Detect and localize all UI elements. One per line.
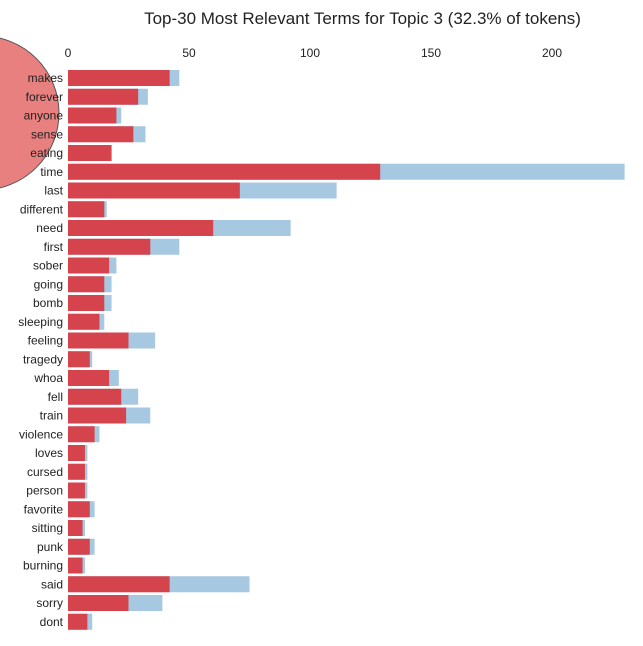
bar-topic-first[interactable] bbox=[68, 238, 151, 255]
term-label-bomb[interactable]: bomb bbox=[33, 296, 63, 310]
term-label-violence[interactable]: violence bbox=[19, 427, 63, 441]
term-label-favorite[interactable]: favorite bbox=[24, 502, 64, 516]
bar-topic-violence[interactable] bbox=[68, 426, 95, 443]
term-label-whoa[interactable]: whoa bbox=[33, 371, 63, 385]
term-label-last[interactable]: last bbox=[44, 184, 63, 198]
bar-topic-whoa[interactable] bbox=[68, 370, 110, 386]
bar-topic-bomb[interactable] bbox=[68, 295, 105, 311]
term-label-sleeping[interactable]: sleeping bbox=[18, 315, 63, 329]
term-label-need[interactable]: need bbox=[36, 221, 63, 235]
term-label-tragedy[interactable]: tragedy bbox=[23, 352, 63, 366]
term-label-sitting[interactable]: sitting bbox=[32, 521, 63, 535]
bar-topic-dont[interactable] bbox=[68, 613, 88, 630]
bar-topic-loves[interactable] bbox=[68, 445, 85, 461]
term-label-anyone[interactable]: anyone bbox=[24, 109, 64, 123]
term-label-first[interactable]: first bbox=[44, 240, 64, 254]
term-label-fell[interactable]: fell bbox=[48, 390, 63, 404]
x-tick-label: 100 bbox=[300, 46, 320, 60]
term-label-time[interactable]: time bbox=[40, 165, 63, 179]
bar-topic-burning[interactable] bbox=[68, 557, 83, 574]
x-tick-label: 0 bbox=[65, 46, 72, 60]
term-label-train[interactable]: train bbox=[40, 409, 63, 423]
bar-topic-going[interactable] bbox=[68, 276, 105, 293]
bar-topic-sorry[interactable] bbox=[68, 595, 129, 611]
x-tick-label: 50 bbox=[182, 46, 196, 60]
term-label-eating[interactable]: eating bbox=[30, 146, 63, 160]
bar-topic-feeling[interactable] bbox=[68, 332, 129, 349]
term-label-going[interactable]: going bbox=[34, 277, 63, 291]
bar-topic-sleeping[interactable] bbox=[68, 313, 100, 330]
x-tick-label: 200 bbox=[542, 46, 562, 60]
bar-topic-fell[interactable] bbox=[68, 388, 122, 405]
bar-topic-forever[interactable] bbox=[68, 88, 139, 105]
term-label-said[interactable]: said bbox=[41, 577, 63, 591]
bar-topic-eating[interactable] bbox=[68, 145, 112, 161]
bar-topic-makes[interactable] bbox=[68, 70, 170, 86]
chart-title: Top-30 Most Relevant Terms for Topic 3 (… bbox=[144, 9, 581, 28]
bar-topic-sober[interactable] bbox=[68, 257, 110, 274]
bar-topic-time[interactable] bbox=[68, 163, 381, 180]
bar-topic-said[interactable] bbox=[68, 576, 170, 593]
bar-topic-need[interactable] bbox=[68, 220, 214, 236]
bar-topic-different[interactable] bbox=[68, 201, 105, 218]
bar-topic-cursed[interactable] bbox=[68, 463, 85, 480]
topic-circle-partial[interactable] bbox=[0, 36, 60, 190]
bar-topic-punk[interactable] bbox=[68, 538, 90, 555]
bar-topic-sitting[interactable] bbox=[68, 520, 83, 536]
term-label-person[interactable]: person bbox=[26, 484, 63, 498]
bar-topic-sense[interactable] bbox=[68, 126, 134, 143]
x-axis-ticks: 0 50 100 150 200 bbox=[65, 46, 563, 60]
bar-topic-favorite[interactable] bbox=[68, 501, 90, 518]
term-label-sense[interactable]: sense bbox=[31, 127, 63, 141]
term-label-different[interactable]: different bbox=[20, 202, 64, 216]
x-tick-label: 150 bbox=[421, 46, 441, 60]
term-label-sorry[interactable]: sorry bbox=[36, 596, 63, 610]
term-label-sober[interactable]: sober bbox=[33, 259, 63, 273]
term-label-makes[interactable]: makes bbox=[28, 71, 63, 85]
term-label-loves[interactable]: loves bbox=[35, 446, 63, 460]
bar-topic-train[interactable] bbox=[68, 407, 127, 424]
term-label-dont[interactable]: dont bbox=[40, 615, 64, 629]
term-label-feeling[interactable]: feeling bbox=[28, 334, 63, 348]
bar-topic-anyone[interactable] bbox=[68, 107, 117, 124]
term-label-burning[interactable]: burning bbox=[23, 559, 63, 573]
term-label-cursed[interactable]: cursed bbox=[27, 465, 63, 479]
term-labels: makes forever anyone sense eating time last dif… bbox=[18, 71, 64, 629]
bar-topic-tragedy[interactable] bbox=[68, 351, 90, 368]
bars-group bbox=[68, 70, 625, 630]
term-label-punk[interactable]: punk bbox=[37, 540, 64, 554]
bar-topic-person[interactable] bbox=[68, 482, 85, 499]
term-label-forever[interactable]: forever bbox=[26, 90, 63, 104]
bar-topic-last[interactable] bbox=[68, 182, 240, 199]
